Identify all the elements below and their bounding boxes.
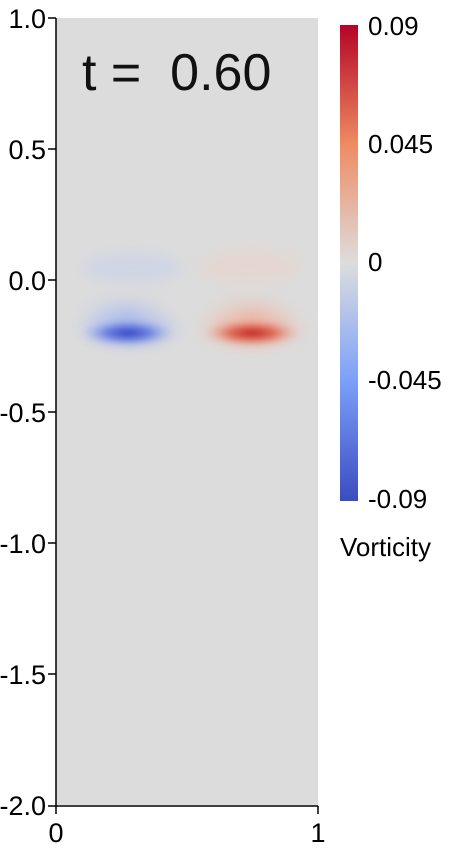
x-tick-labels: 0 1 [48,818,325,848]
vorticity-field [56,18,318,805]
y-tick-label: -1.0 [0,529,46,559]
y-tick-label: -0.5 [0,398,46,428]
y-tick-label: 0.0 [8,266,46,296]
colorbar-tick-label: 0 [368,247,382,277]
positive-vortex [190,290,314,356]
y-tick-label: 0.5 [8,135,46,165]
colorbar-tick-label: 0.045 [368,129,433,159]
colorbar: 0.09 0.045 0 -0.045 -0.09 Vorticity [340,11,442,562]
x-tick-label: 0 [48,818,63,848]
y-tick-labels: 1.0 0.5 0.0 -0.5 -1.0 -1.5 -2.0 [0,4,46,821]
time-label: t = 0.60 [82,44,271,102]
y-tick-label: -2.0 [0,791,46,821]
y-tick-label: 1.0 [8,4,46,34]
colorbar-tick-label: -0.09 [368,484,427,514]
colorbar-tick-label: 0.09 [368,11,419,41]
x-tick-label: 1 [310,818,325,848]
colorbar-tick-label: -0.045 [368,365,442,395]
colorbar-gradient [340,25,358,501]
vortex-fringes [82,250,300,284]
colorbar-title: Vorticity [340,532,431,562]
negative-vortex [68,290,192,356]
axes [48,17,319,814]
y-tick-label: -1.5 [0,660,46,690]
